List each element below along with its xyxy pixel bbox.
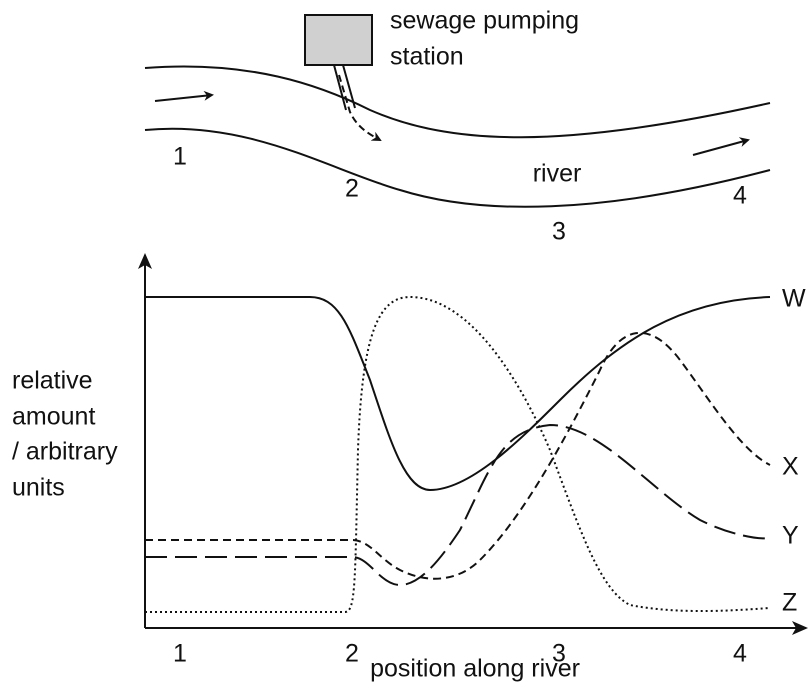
pumping-station	[305, 15, 372, 65]
y-axis-label: / arbitrary	[12, 438, 118, 466]
position-label: 2	[345, 175, 359, 203]
position-label: 3	[552, 218, 566, 246]
pipe	[343, 65, 355, 108]
position-label: 1	[173, 143, 187, 171]
curve-label: Y	[782, 522, 799, 550]
flow-arrow	[155, 95, 212, 101]
curve-label: W	[782, 285, 806, 313]
curve-x	[145, 333, 770, 579]
river-bank	[145, 129, 770, 207]
y-axis-label: relative	[12, 367, 93, 395]
x-axis-label: position along river	[370, 655, 580, 683]
river: sewage pumping station river 1 2 3 4	[145, 7, 770, 246]
curve-label: Z	[782, 589, 797, 617]
curve-w	[145, 297, 770, 490]
river-bank	[145, 66, 770, 137]
x-tick-label: 2	[345, 640, 359, 668]
diagram: sewage pumping station river 1 2 3 4 rel…	[0, 0, 810, 683]
river-label: river	[533, 160, 582, 188]
y-axis-label: units	[12, 474, 65, 502]
curve-y	[145, 425, 770, 585]
station-label: station	[390, 43, 464, 71]
curve-z	[145, 297, 770, 612]
flow-arrow	[693, 140, 748, 155]
y-axis-label: amount	[12, 403, 95, 431]
curve-label: X	[782, 453, 799, 481]
x-tick-label: 1	[173, 640, 187, 668]
page: sewage pumping station river 1 2 3 4 rel…	[0, 0, 810, 683]
x-tick-label: 4	[733, 640, 747, 668]
station-label: sewage pumping	[390, 7, 579, 35]
graph: relative amount / arbitrary units 1 2 3 …	[12, 255, 806, 683]
position-label: 4	[733, 182, 747, 210]
